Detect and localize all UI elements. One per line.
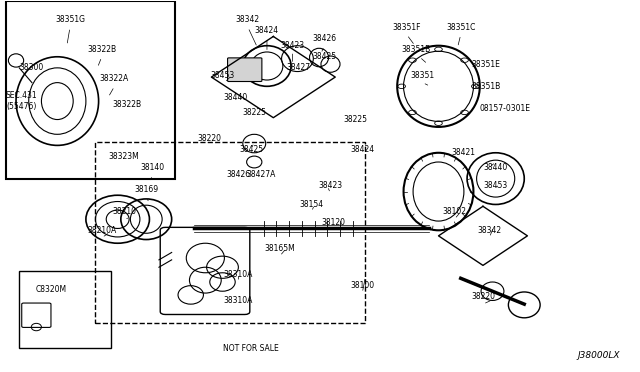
Text: 38424: 38424 xyxy=(350,145,374,154)
Text: 38100: 38100 xyxy=(350,281,374,290)
Text: 38425: 38425 xyxy=(239,145,263,154)
Text: 38351B: 38351B xyxy=(402,45,431,54)
Text: 38351B: 38351B xyxy=(472,82,500,91)
Text: 38351C: 38351C xyxy=(446,23,476,32)
Text: SEC.431
(55476): SEC.431 (55476) xyxy=(5,92,37,111)
Bar xyxy=(95,142,365,323)
Text: 38102: 38102 xyxy=(442,207,467,217)
Text: 38120: 38120 xyxy=(322,218,346,227)
Text: 38342: 38342 xyxy=(477,226,501,235)
Text: 38351E: 38351E xyxy=(472,60,500,69)
Text: 38351G: 38351G xyxy=(55,15,85,24)
Text: 38424: 38424 xyxy=(255,26,279,35)
Text: 08157-0301E: 08157-0301E xyxy=(480,104,531,113)
Text: 38453: 38453 xyxy=(211,71,235,80)
Text: 38210A: 38210A xyxy=(87,226,116,235)
Text: 38323M: 38323M xyxy=(109,152,140,161)
Text: 38351F: 38351F xyxy=(392,23,421,32)
Text: 38423: 38423 xyxy=(319,182,342,190)
Text: 38322B: 38322B xyxy=(87,45,116,54)
Text: 38423: 38423 xyxy=(280,41,305,50)
Text: J38000LX: J38000LX xyxy=(577,350,620,359)
Text: 38140: 38140 xyxy=(141,163,164,172)
Text: 38220: 38220 xyxy=(198,134,222,142)
Text: 38310A: 38310A xyxy=(224,296,253,305)
Text: 38220: 38220 xyxy=(471,292,495,301)
Text: 38426: 38426 xyxy=(227,170,250,179)
Text: 38210: 38210 xyxy=(112,207,136,217)
Bar xyxy=(6,1,175,179)
Text: 38425: 38425 xyxy=(312,52,336,61)
Text: 38453: 38453 xyxy=(484,182,508,190)
Text: 38351: 38351 xyxy=(410,71,435,80)
Text: 38440: 38440 xyxy=(484,163,508,172)
FancyBboxPatch shape xyxy=(228,58,262,81)
Text: 38421: 38421 xyxy=(452,148,476,157)
Text: 38310A: 38310A xyxy=(224,270,253,279)
Text: 38225: 38225 xyxy=(344,115,368,124)
Text: 38322B: 38322B xyxy=(113,100,141,109)
Text: 38322A: 38322A xyxy=(100,74,129,83)
Bar xyxy=(19,271,111,349)
Text: 38225: 38225 xyxy=(243,108,266,117)
Text: NOT FOR SALE: NOT FOR SALE xyxy=(223,344,279,353)
Text: 38165M: 38165M xyxy=(264,244,295,253)
Text: 38427A: 38427A xyxy=(246,170,275,179)
Text: 38440: 38440 xyxy=(223,93,247,102)
Text: 38427: 38427 xyxy=(287,63,311,72)
Text: 38426: 38426 xyxy=(312,34,336,43)
Text: 38300: 38300 xyxy=(20,63,44,72)
Text: 38169: 38169 xyxy=(134,185,158,194)
Text: 38342: 38342 xyxy=(236,15,260,24)
Text: 38154: 38154 xyxy=(300,200,323,209)
Text: C8320M: C8320M xyxy=(35,285,67,294)
